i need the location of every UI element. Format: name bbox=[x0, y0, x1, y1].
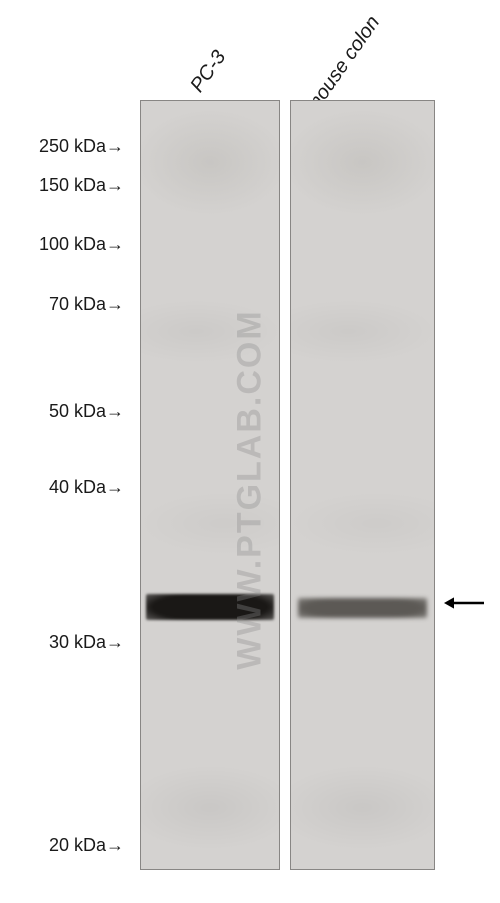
mw-marker-0: 250 kDa→ bbox=[39, 136, 124, 157]
mw-marker-4: 50 kDa→ bbox=[49, 401, 124, 422]
western-blot-figure: PC-3mouse colon250 kDa→150 kDa→100 kDa→7… bbox=[0, 0, 500, 903]
band-arrow bbox=[442, 593, 488, 613]
lane-2 bbox=[290, 100, 435, 870]
band-0 bbox=[146, 594, 274, 620]
lane-1 bbox=[140, 100, 280, 870]
mw-marker-6: 30 kDa→ bbox=[49, 632, 124, 653]
mw-marker-5: 40 kDa→ bbox=[49, 477, 124, 498]
mw-marker-1: 150 kDa→ bbox=[39, 175, 124, 196]
lane-label-0: PC-3 bbox=[186, 46, 231, 97]
mw-marker-3: 70 kDa→ bbox=[49, 294, 124, 315]
mw-marker-2: 100 kDa→ bbox=[39, 234, 124, 255]
band-1 bbox=[298, 598, 427, 618]
mw-marker-7: 20 kDa→ bbox=[49, 835, 124, 856]
